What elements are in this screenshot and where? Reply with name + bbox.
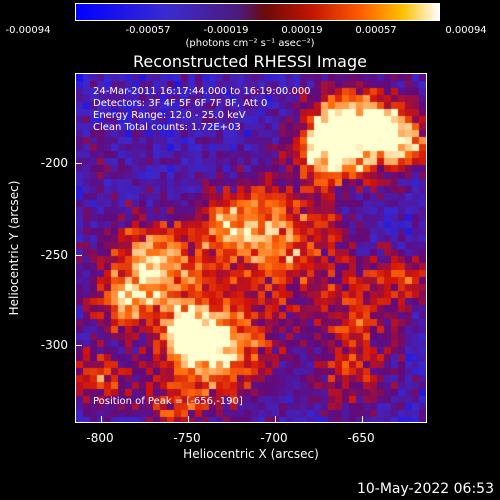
x-tick-label: -700 xyxy=(260,431,288,445)
y-tick-mark xyxy=(76,163,82,164)
chart-title: Reconstructed RHESSI Image xyxy=(133,52,367,71)
plot-area xyxy=(75,73,427,423)
annotation-detectors: Detectors: 3F 4F 5F 6F 7F 8F, Att 0 xyxy=(93,98,268,109)
timestamp: 10-May-2022 06:53 xyxy=(356,481,494,497)
colorbar-tick-label: 0.00057 xyxy=(355,25,397,36)
annotation-peak: Position of Peak = [-656,-190] xyxy=(93,396,243,407)
y-tick-label: -250 xyxy=(40,248,68,262)
x-tick-mark xyxy=(188,416,189,422)
annotation-energy: Energy Range: 12.0 - 25.0 keV xyxy=(93,110,246,121)
colorbar-tick-label: -0.00057 xyxy=(125,25,171,36)
y-tick-mark xyxy=(76,255,82,256)
x-tick-mark xyxy=(101,416,102,422)
colorbar-tick-label: 0.00019 xyxy=(281,25,323,36)
colorbar xyxy=(75,3,440,21)
colorbar-units: (photons cm⁻² s⁻¹ asec⁻²) xyxy=(185,38,315,49)
x-axis-label: Heliocentric X (arcsec) xyxy=(183,447,319,461)
colorbar-tick-label: 0.00094 xyxy=(445,25,487,36)
colorbar-tick-label: -0.00094 xyxy=(5,25,51,36)
colorbar-tick-label: -0.00019 xyxy=(203,25,249,36)
y-tick-label: -300 xyxy=(40,338,68,352)
x-tick-label: -800 xyxy=(86,431,114,445)
annotation-time: 24-Mar-2011 16:17:44.000 to 16:19:00.000 xyxy=(93,86,311,97)
x-tick-mark xyxy=(275,416,276,422)
y-axis-label: Heliocentric Y (arcsec) xyxy=(7,180,21,316)
y-tick-mark xyxy=(76,345,82,346)
y-tick-label: -200 xyxy=(40,156,68,170)
x-tick-label: -650 xyxy=(347,431,375,445)
heatmap-image xyxy=(76,74,426,422)
x-tick-label: -750 xyxy=(173,431,201,445)
annotation-clean: Clean Total counts: 1.72E+03 xyxy=(93,122,241,133)
colorbar-gradient xyxy=(76,4,439,20)
x-tick-mark xyxy=(362,416,363,422)
